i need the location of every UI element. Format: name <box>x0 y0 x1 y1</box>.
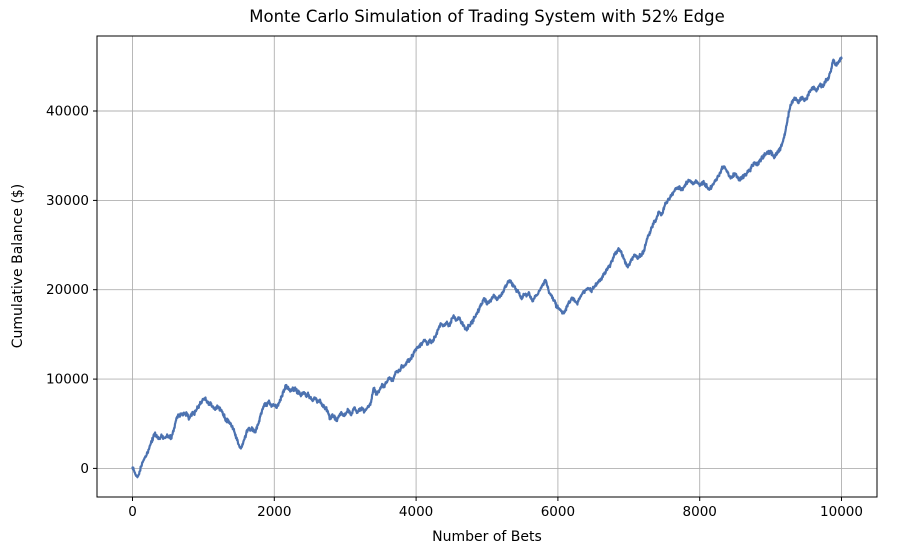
x-tick-label: 6000 <box>541 504 575 520</box>
plot-border <box>96 35 878 498</box>
balance-line <box>131 56 843 479</box>
x-tick-label: 2000 <box>257 504 291 520</box>
x-axis-label: Number of Bets <box>432 529 542 545</box>
x-tick-label: 10000 <box>820 504 863 520</box>
y-tick-label: 30000 <box>46 193 89 209</box>
y-axis-label: Cumulative Balance ($) <box>10 184 26 348</box>
chart-title: Monte Carlo Simulation of Trading System… <box>249 7 725 26</box>
gridlines <box>97 36 877 497</box>
tick-marks <box>93 110 842 501</box>
x-tick-label: 4000 <box>399 504 433 520</box>
y-tick-labels: 0 10000 20000 30000 40000 <box>46 104 89 477</box>
x-tick-labels: 0 2000 4000 6000 8000 10000 <box>128 504 863 520</box>
y-tick-label: 10000 <box>46 372 89 388</box>
x-tick-label: 0 <box>128 504 137 520</box>
x-tick-label: 8000 <box>683 504 717 520</box>
y-tick-label: 0 <box>80 461 89 477</box>
y-tick-label: 20000 <box>46 282 89 298</box>
y-tick-label: 40000 <box>46 104 89 120</box>
